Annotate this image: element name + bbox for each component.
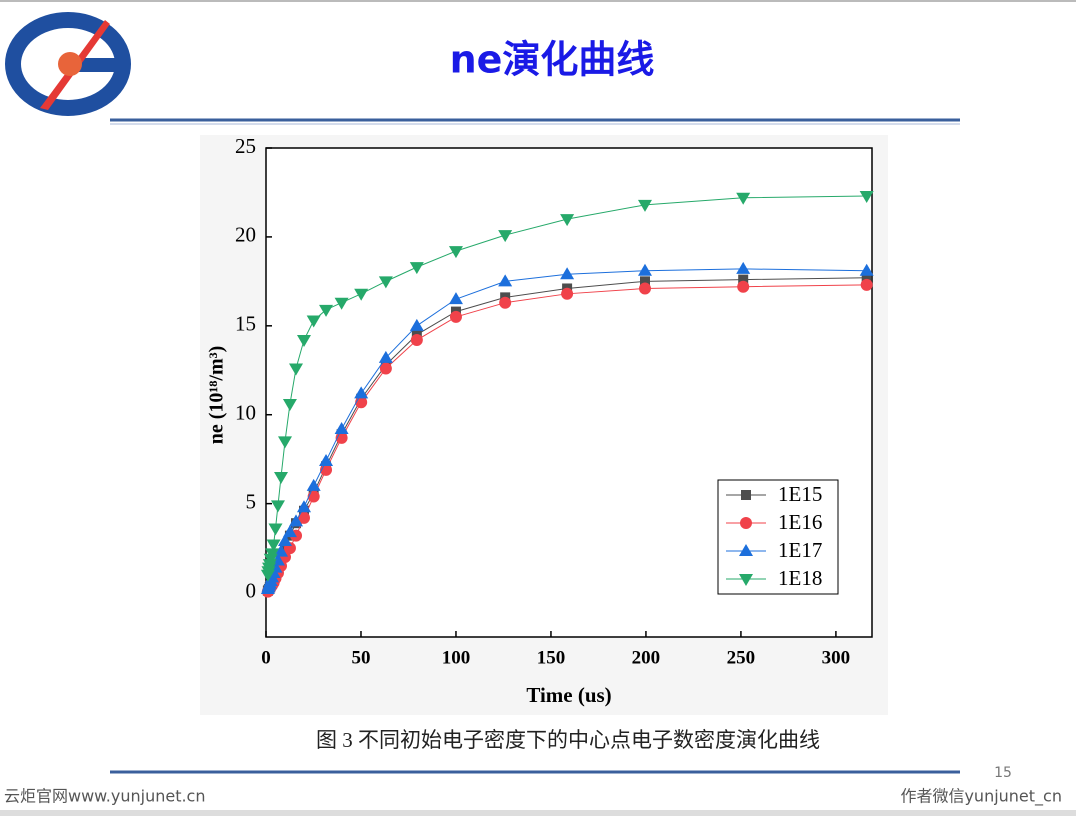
bottom-bar bbox=[0, 810, 1076, 816]
data-point bbox=[307, 490, 320, 503]
data-point bbox=[274, 544, 289, 557]
legend-marker bbox=[739, 574, 753, 586]
data-point bbox=[354, 288, 369, 301]
x-tick-label: 300 bbox=[822, 647, 851, 668]
data-point bbox=[296, 335, 311, 348]
data-point bbox=[498, 230, 513, 243]
slide-title: ne演化曲线 bbox=[450, 38, 655, 82]
data-point bbox=[379, 362, 392, 375]
data-point bbox=[639, 276, 650, 287]
data-point bbox=[289, 514, 304, 527]
footer-right: 作者微信yunjunet_cn bbox=[900, 787, 1062, 807]
data-point bbox=[560, 214, 575, 227]
logo bbox=[5, 12, 131, 116]
x-tick-label: 150 bbox=[537, 647, 566, 668]
data-point bbox=[637, 263, 652, 276]
data-point bbox=[378, 276, 393, 289]
legend-label: 1E16 bbox=[778, 510, 822, 534]
data-point bbox=[297, 511, 310, 524]
data-point bbox=[262, 559, 277, 572]
data-point bbox=[736, 192, 751, 205]
data-point bbox=[449, 310, 462, 323]
data-point bbox=[410, 334, 423, 347]
data-point bbox=[738, 274, 749, 285]
legend-label: 1E17 bbox=[778, 538, 822, 562]
y-tick-label: 25 bbox=[235, 134, 256, 158]
data-point bbox=[274, 471, 289, 484]
data-point bbox=[637, 199, 652, 212]
data-point bbox=[334, 297, 349, 310]
data-point bbox=[265, 548, 280, 561]
data-point bbox=[498, 274, 513, 287]
data-point bbox=[638, 282, 651, 295]
x-axis-label: Time (us) bbox=[526, 683, 611, 707]
data-point bbox=[282, 399, 297, 412]
data-point bbox=[306, 315, 321, 328]
data-point bbox=[270, 500, 285, 513]
data-point bbox=[560, 267, 575, 280]
data-point bbox=[268, 523, 283, 536]
page-number: 15 bbox=[994, 765, 1012, 781]
y-tick-label: 15 bbox=[235, 312, 256, 336]
data-point bbox=[737, 280, 750, 293]
legend-label: 1E15 bbox=[778, 482, 822, 506]
data-point bbox=[859, 191, 874, 204]
x-tick-label: 250 bbox=[727, 647, 756, 668]
data-point bbox=[448, 246, 463, 259]
legend-marker bbox=[740, 517, 752, 529]
y-axis-label: ne (10¹⁸/m³) bbox=[206, 346, 228, 445]
data-point bbox=[306, 478, 321, 491]
x-tick-label: 100 bbox=[442, 647, 471, 668]
figure-caption: 图 3 不同初始电子密度下的中心点电子数密度演化曲线 bbox=[316, 728, 820, 752]
data-point bbox=[282, 525, 297, 538]
data-point bbox=[334, 421, 349, 434]
data-point bbox=[561, 287, 574, 300]
x-tick-label: 200 bbox=[632, 647, 661, 668]
data-point bbox=[296, 500, 311, 513]
y-tick-label: 0 bbox=[246, 578, 257, 602]
legend-box bbox=[717, 479, 839, 595]
data-point bbox=[861, 272, 872, 283]
y-tick-label: 10 bbox=[235, 401, 256, 425]
data-point bbox=[409, 318, 424, 331]
data-point bbox=[859, 263, 874, 276]
legend-marker bbox=[739, 544, 753, 556]
footer-left: 云炬官网www.yunjunet.cn bbox=[4, 787, 206, 806]
data-point bbox=[319, 453, 334, 466]
data-point bbox=[289, 363, 304, 376]
data-point bbox=[860, 278, 873, 291]
data-point bbox=[277, 533, 292, 546]
data-point bbox=[499, 296, 512, 309]
y-tick-label: 20 bbox=[235, 223, 256, 247]
x-tick-label: 0 bbox=[261, 647, 271, 668]
data-point bbox=[354, 386, 369, 399]
data-point bbox=[448, 292, 463, 305]
x-tick-label: 50 bbox=[351, 647, 370, 668]
legend-label: 1E18 bbox=[778, 566, 822, 590]
data-point bbox=[263, 553, 278, 566]
data-point bbox=[736, 261, 751, 274]
data-point bbox=[409, 262, 424, 275]
data-point bbox=[378, 350, 393, 363]
legend-marker bbox=[741, 490, 751, 500]
y-tick-label: 5 bbox=[246, 489, 257, 513]
data-point bbox=[277, 436, 292, 449]
data-point bbox=[266, 539, 281, 552]
data-point bbox=[319, 304, 334, 317]
